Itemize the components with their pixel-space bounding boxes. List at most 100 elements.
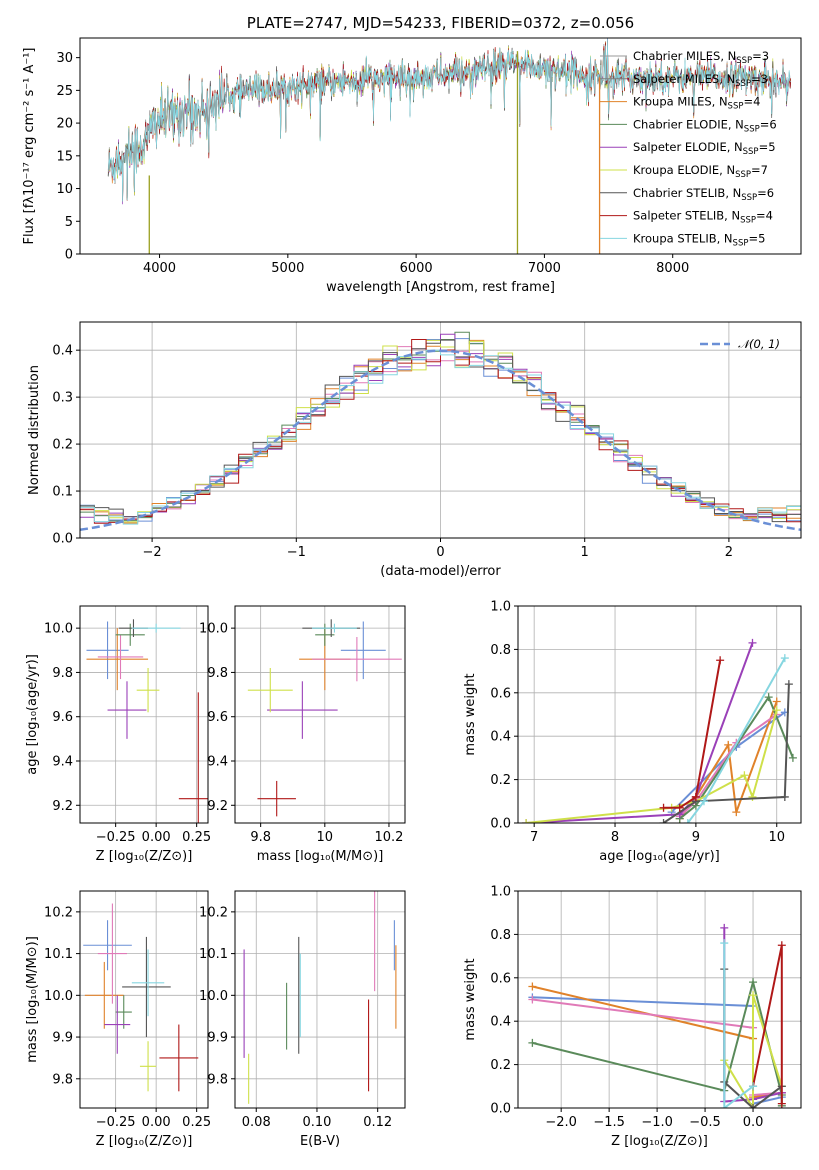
weight-marker — [749, 978, 758, 987]
x-axis-label: mass [log₁₀(M/M⊙)] — [257, 849, 384, 864]
y-tick-label: 0.6 — [490, 971, 511, 986]
weight-marker — [748, 638, 757, 647]
legend-suffix: =5 — [748, 231, 765, 245]
y-tick-label: 0 — [65, 248, 73, 263]
y-tick-label: 0.1 — [52, 485, 73, 500]
y-tick-label: 10.1 — [199, 947, 228, 962]
legend-subscript: SSP — [735, 79, 751, 89]
x-tick-label: 0.12 — [363, 1115, 392, 1130]
x-tick-label: 0.00 — [142, 830, 171, 845]
x-tick-label: 9 — [692, 830, 700, 845]
legend-entry: Chabrier ELODIE, NSSP=6 — [633, 117, 777, 134]
y-tick-label: 9.2 — [207, 799, 228, 814]
y-tick-label: 0.0 — [52, 532, 73, 547]
weight-series — [683, 654, 789, 823]
legend-entry: Kroupa MILES, NSSP=4 — [633, 95, 760, 112]
legend-subscript: SSP — [733, 238, 749, 248]
histogram-step — [80, 349, 801, 525]
axes-frame — [234, 890, 406, 1109]
legend-entry: Salpeter ELODIE, NSSP=5 — [633, 140, 776, 157]
x-tick-label: 8000 — [656, 261, 689, 276]
errorbar-point — [84, 961, 124, 1029]
y-tick-label: 9.8 — [207, 666, 228, 681]
y-tick-label: 9.6 — [52, 710, 73, 725]
y-tick-label: 9.4 — [52, 755, 73, 770]
weight-marker — [749, 1104, 758, 1108]
weight-marker — [716, 656, 725, 665]
legend-entry: Kroupa STELIB, NSSP=5 — [633, 231, 765, 248]
errorbar-point — [97, 903, 127, 1004]
legend-subscript: SSP — [744, 124, 760, 134]
legend-entry: Chabrier MILES, NSSP=3 — [633, 49, 769, 66]
chart-mass-vs-ebv: 0.08 0.10 0.12 9.8 9.9 10.0 10.1 10.2 E(B-V) — [199, 890, 406, 1149]
legend-suffix: =6 — [760, 117, 777, 131]
y-tick-label: 0.2 — [490, 773, 511, 788]
y-tick-label: 0.4 — [52, 344, 73, 359]
legend-subscript: SSP — [741, 193, 757, 203]
errorbar-point — [115, 995, 132, 1029]
y-tick-label: 5 — [65, 215, 73, 230]
x-tick-label: 1 — [581, 545, 589, 560]
chart-age-vs-z: −0.25 0.00 0.25 9.2 9.4 9.6 9.8 10.0 Z [log₁₀(Z/… — [25, 605, 211, 864]
axes-frame — [79, 890, 209, 1109]
errorbar-point — [267, 681, 338, 739]
chart-weight-vs-z: −2.0 −1.5 −1.0 −0.5 0.0 0.0 0.2 0.4 0.6 0.8 1.0 Z [… — [463, 885, 802, 1149]
legend-suffix: =4 — [743, 95, 760, 109]
errorbar-point — [311, 637, 402, 682]
x-tick-label: −0.25 — [96, 1115, 136, 1130]
y-tick-label: 9.2 — [52, 799, 73, 814]
weight-marker — [724, 740, 733, 749]
x-tick-label: 0 — [436, 545, 444, 560]
y-tick-label: 9.4 — [207, 755, 228, 770]
x-tick-label: 0.00 — [142, 1115, 171, 1130]
weight-line — [679, 713, 778, 818]
y-tick-label: 20 — [56, 117, 73, 132]
x-tick-label: −2 — [143, 545, 162, 560]
y-tick-label: 10.0 — [199, 989, 228, 1004]
x-tick-label: −1 — [287, 545, 306, 560]
chart-age-vs-mass: 9.8 10 10.2 9.2 9.4 9.6 9.8 10.0 mass [log₁₀(M/M… — [199, 605, 406, 864]
weight-line — [663, 660, 722, 809]
legend-name: Chabrier ELODIE, N — [633, 117, 744, 131]
errorbar-point — [340, 621, 386, 680]
weight-marker — [732, 808, 741, 817]
weight-series — [522, 638, 757, 823]
weight-marker — [788, 753, 797, 762]
legend-suffix: =7 — [751, 163, 768, 177]
legend-suffix: =3 — [751, 72, 768, 86]
legend-name: Kroupa ELODIE, N — [633, 163, 735, 177]
weight-marker — [659, 803, 668, 812]
errorbar-point — [107, 681, 147, 739]
legend-entry: Chabrier STELIB, NSSP=6 — [633, 186, 774, 203]
x-tick-label: 8 — [611, 830, 619, 845]
axes-frame — [79, 321, 802, 539]
plot-area — [247, 619, 402, 817]
legend-name: Chabrier STELIB, N — [633, 186, 741, 200]
y-tick-label: 0.8 — [490, 928, 511, 943]
x-tick-label: 2 — [725, 545, 733, 560]
y-tick-label: 10.2 — [44, 905, 73, 920]
weight-marker — [720, 923, 729, 932]
x-tick-label: 0.0 — [743, 1115, 764, 1130]
x-tick-label: 0.08 — [242, 1115, 271, 1130]
legend-entry: Kroupa ELODIE, NSSP=7 — [633, 163, 768, 180]
x-tick-label: 6000 — [400, 261, 433, 276]
legend-subscript: SSP — [728, 102, 744, 112]
x-tick-label: 10.2 — [374, 830, 403, 845]
plot-area — [528, 923, 786, 1108]
weight-marker — [764, 693, 773, 702]
plot-area — [86, 619, 208, 823]
errorbar-point — [97, 634, 144, 680]
x-tick-label: −0.25 — [96, 830, 136, 845]
legend: 𝒩(0, 1) — [700, 337, 780, 351]
weight-line — [525, 709, 778, 823]
weight-line — [723, 994, 783, 1108]
x-tick-label: 10 — [768, 830, 785, 845]
weight-marker — [691, 792, 700, 801]
y-tick-label: 0.8 — [490, 643, 511, 658]
weight-marker — [522, 819, 531, 823]
weight-marker — [720, 1104, 729, 1108]
legend-suffix: =6 — [757, 186, 774, 200]
